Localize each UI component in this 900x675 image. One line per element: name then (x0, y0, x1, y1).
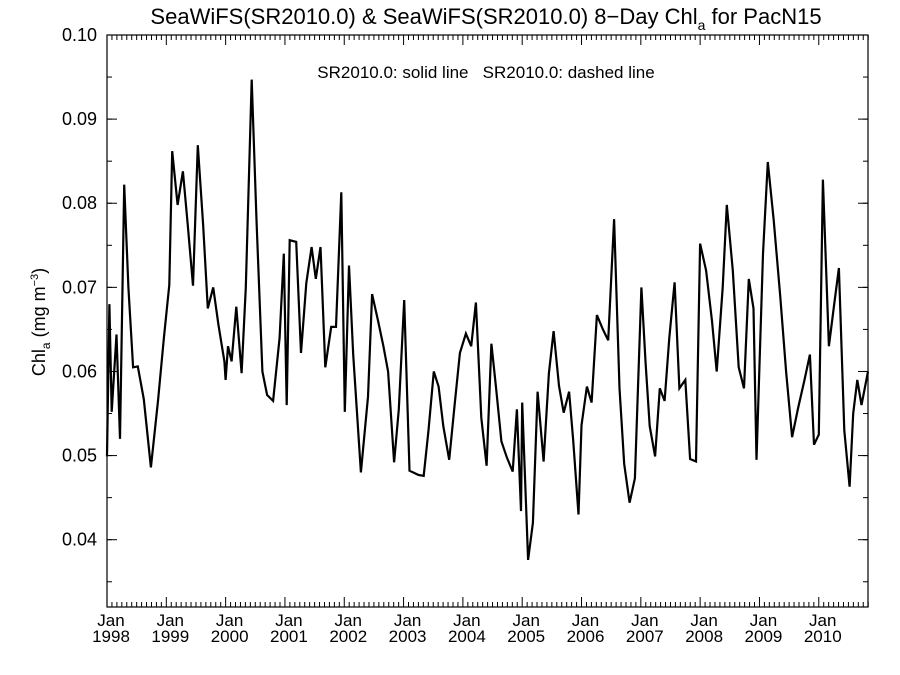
y-tick-label: 0.06 (62, 361, 97, 381)
x-tick-label-year: 2000 (211, 627, 249, 646)
x-tick-label-year: 1999 (151, 627, 189, 646)
y-axis-label-main: Chl (29, 349, 49, 376)
y-axis-label: Chla (mg m−3) (29, 268, 53, 376)
x-tick-label-year: 2006 (567, 627, 605, 646)
x-tick-label-month: Jan (394, 611, 421, 630)
y-tick-label: 0.08 (62, 193, 97, 213)
series-line-0 (105, 79, 870, 561)
y-axis-label-units-end: ) (29, 268, 49, 274)
x-tick-label-year: 2009 (745, 627, 783, 646)
y-tick-label: 0.10 (62, 25, 97, 45)
x-tick-label-year: 2010 (804, 627, 842, 646)
chart-title-main: SeaWiFS(SR2010.0) & SeaWiFS(SR2010.0) 8−… (150, 4, 697, 29)
x-tick-label-month: Jan (335, 611, 362, 630)
x-tick-label-month: Jan (275, 611, 302, 630)
x-tick-label-month: Jan (690, 611, 717, 630)
x-tick-label-year: 2001 (270, 627, 308, 646)
x-tick-label-month: Jan (631, 611, 658, 630)
x-tick-label-year: 1998 (92, 627, 130, 646)
x-tick-label-year: 2008 (685, 627, 723, 646)
x-tick-label-year: 2004 (448, 627, 486, 646)
x-tick-label-month: Jan (97, 611, 124, 630)
x-tick-label-month: Jan (216, 611, 243, 630)
x-tick-label-month: Jan (809, 611, 836, 630)
chart-title-suffix: for PacN15 (705, 4, 821, 29)
x-tick-label-month: Jan (750, 611, 777, 630)
y-tick-label: 0.09 (62, 109, 97, 129)
y-tick-label: 0.07 (62, 277, 97, 297)
axes: 0.040.050.060.070.080.090.10Jan1998Jan19… (62, 25, 869, 646)
x-tick-label-year: 2002 (329, 627, 367, 646)
y-axis-label-units: (mg m (29, 286, 49, 342)
y-axis-label-superscript: −3 (29, 274, 41, 287)
chart-annotation: SR2010.0: solid line SR2010.0: dashed li… (317, 63, 654, 82)
x-tick-label-year: 2003 (389, 627, 427, 646)
x-tick-label-month: Jan (157, 611, 184, 630)
x-tick-label-month: Jan (453, 611, 480, 630)
y-tick-label: 0.05 (62, 446, 97, 466)
y-axis-label-subscript: a (39, 342, 53, 349)
series-layer (105, 79, 870, 561)
x-tick-label-month: Jan (512, 611, 539, 630)
x-tick-label-year: 2007 (626, 627, 664, 646)
chart-title: SeaWiFS(SR2010.0) & SeaWiFS(SR2010.0) 8−… (150, 4, 821, 33)
x-tick-label-year: 2005 (507, 627, 545, 646)
chart-title-subscript: a (698, 17, 706, 33)
y-tick-label: 0.04 (62, 530, 97, 550)
x-tick-label-month: Jan (572, 611, 599, 630)
